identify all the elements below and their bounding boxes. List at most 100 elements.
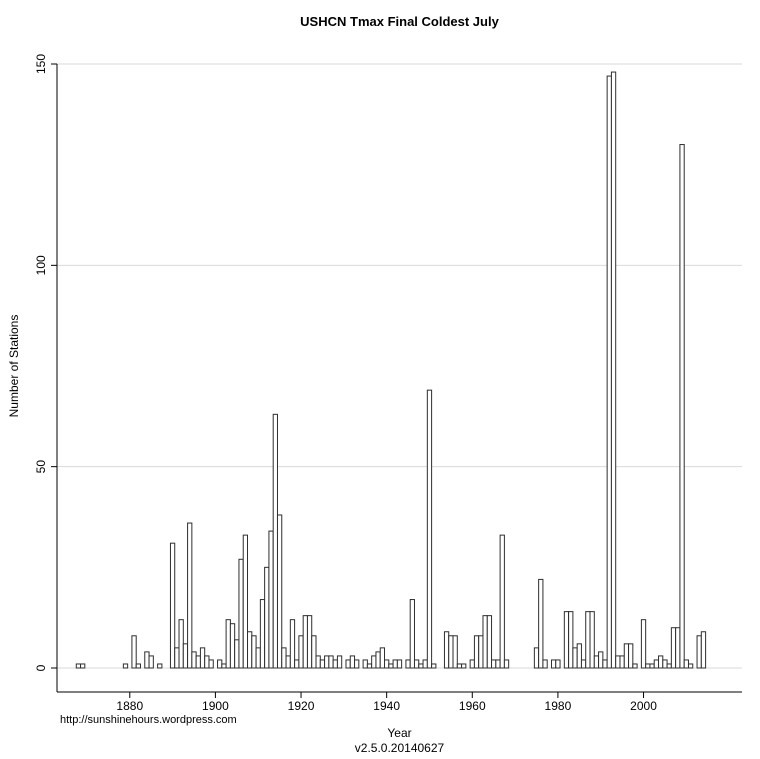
bar	[148, 655, 154, 669]
bar	[456, 663, 463, 669]
y-tick-label: 50	[34, 460, 48, 474]
bar	[418, 663, 424, 669]
bar	[281, 647, 287, 669]
bar	[683, 659, 689, 669]
bar	[580, 659, 587, 669]
bar	[328, 655, 334, 669]
bar	[294, 659, 300, 669]
bar	[542, 659, 548, 669]
bar	[311, 635, 317, 669]
bar	[122, 663, 129, 669]
bar	[550, 659, 557, 669]
bar	[217, 659, 223, 669]
bar	[247, 631, 253, 669]
bar	[319, 659, 326, 669]
bar	[276, 514, 283, 669]
bar	[182, 643, 189, 669]
bar	[375, 651, 381, 669]
bar	[405, 659, 411, 669]
bar	[658, 655, 664, 669]
bar	[199, 647, 206, 669]
bar	[491, 659, 497, 669]
bar	[229, 623, 236, 669]
bar	[589, 611, 595, 669]
bar	[478, 635, 484, 669]
bar	[482, 615, 488, 669]
bar	[443, 631, 450, 669]
bar	[371, 655, 377, 669]
bar	[700, 631, 707, 669]
bar	[593, 655, 600, 669]
bar	[388, 663, 394, 669]
bar	[576, 643, 582, 669]
x-tick-label: 1940	[373, 699, 400, 713]
bar	[555, 659, 561, 669]
bar	[324, 655, 330, 669]
bar	[234, 639, 240, 669]
bar	[345, 659, 351, 669]
bar	[632, 663, 638, 669]
bar	[332, 659, 338, 669]
bar	[461, 663, 467, 669]
bar	[413, 659, 420, 669]
x-tick-label: 1920	[288, 699, 315, 713]
bar	[336, 655, 343, 669]
x-axis-label: Year	[387, 726, 412, 740]
bar	[666, 663, 672, 669]
bar	[503, 659, 510, 669]
bar	[409, 599, 415, 669]
bar	[174, 647, 180, 669]
bar	[131, 635, 137, 669]
bar	[563, 611, 570, 669]
bar	[285, 655, 291, 669]
bar	[619, 655, 625, 669]
bar	[302, 615, 308, 669]
bar	[384, 659, 390, 669]
bar	[354, 659, 360, 669]
bar	[289, 619, 296, 669]
bar	[396, 659, 403, 669]
bar	[169, 542, 176, 669]
x-tick-label: 1900	[202, 699, 229, 713]
bar	[255, 647, 261, 669]
bar	[452, 635, 458, 669]
bar	[426, 389, 433, 669]
bar	[422, 659, 428, 669]
bar	[653, 659, 660, 669]
watermark-url: http://sunshinehours.wordpress.com	[60, 714, 237, 726]
bar	[469, 659, 475, 669]
bar	[696, 635, 702, 669]
bar	[349, 655, 356, 669]
bar	[225, 619, 231, 669]
bar	[238, 558, 244, 669]
y-tick-label: 100	[34, 255, 48, 275]
bar	[315, 655, 321, 669]
x-tick-label: 1980	[545, 699, 572, 713]
bar	[598, 651, 604, 669]
y-tick-label: 150	[34, 54, 48, 74]
bar	[606, 75, 612, 669]
bar	[649, 663, 655, 669]
bar	[187, 522, 193, 669]
bar	[306, 615, 313, 669]
version-label: v2.5.0.20140627	[354, 741, 445, 755]
bar	[272, 413, 278, 669]
bar	[602, 659, 608, 669]
bar	[473, 635, 480, 669]
bar	[392, 659, 398, 669]
bar	[670, 627, 677, 669]
bar	[362, 659, 368, 669]
bar	[533, 647, 540, 669]
x-tick-label: 1880	[116, 699, 143, 713]
bar	[628, 643, 634, 669]
bar	[178, 619, 184, 669]
x-tick-label: 2000	[630, 699, 657, 713]
bar	[268, 530, 274, 669]
bar	[662, 659, 668, 669]
bar	[687, 663, 694, 669]
bar	[80, 663, 86, 669]
bar	[538, 578, 544, 669]
bar	[645, 663, 651, 669]
bar	[495, 659, 501, 669]
